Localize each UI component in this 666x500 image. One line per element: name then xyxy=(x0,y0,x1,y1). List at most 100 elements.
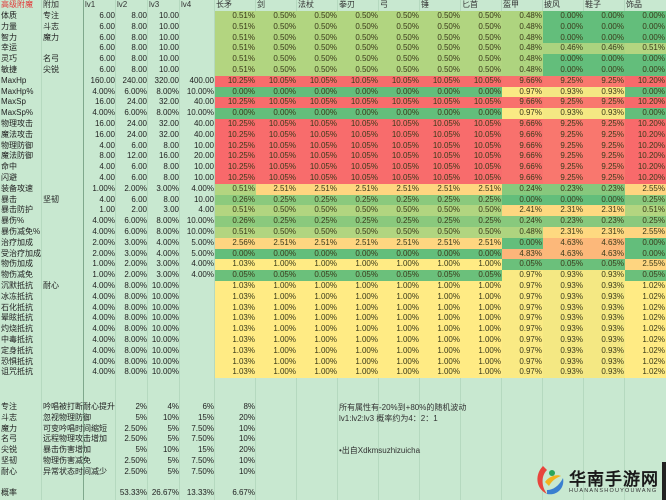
row-attach[interactable] xyxy=(42,303,84,314)
equipment-chance-cell[interactable]: 0.00% xyxy=(625,237,666,249)
equipment-chance-cell[interactable]: 9.25% xyxy=(584,119,625,130)
equipment-chance-cell[interactable]: 1.02% xyxy=(625,281,666,292)
row-level-value[interactable]: 8.00% xyxy=(156,86,179,96)
row-level-value[interactable]: 8.00% xyxy=(124,367,147,377)
equipment-chance-cell[interactable]: 10.05% xyxy=(338,75,379,87)
row-level-value[interactable]: 6.00% xyxy=(124,216,147,226)
header-equipment[interactable]: 锤 xyxy=(421,0,429,9)
row-level-value[interactable]: 10.00 xyxy=(158,11,179,20)
equipment-chance-cell[interactable]: 0.00% xyxy=(420,248,461,260)
equipment-chance-cell[interactable]: 10.05% xyxy=(379,75,420,87)
equipment-chance-cell[interactable]: 0.48% xyxy=(502,43,543,55)
row-attach[interactable] xyxy=(42,141,84,152)
row-level-value[interactable]: 4.00% xyxy=(191,270,214,280)
row-level-value[interactable]: 6.00 xyxy=(131,140,147,150)
equipment-chance-cell[interactable]: 0.97% xyxy=(502,335,543,346)
equipment-chance-cell[interactable]: 0.23% xyxy=(543,216,584,227)
equipment-chance-cell[interactable]: 1.00% xyxy=(297,356,338,368)
equipment-chance-cell[interactable]: 10.05% xyxy=(379,140,420,152)
equipment-chance-cell[interactable]: 0.00% xyxy=(543,32,584,44)
equipment-chance-cell[interactable]: 0.00% xyxy=(543,54,584,65)
row-stat-name[interactable]: 魔法攻击 xyxy=(1,129,33,139)
equipment-chance-cell[interactable]: 9.66% xyxy=(502,75,543,87)
equipment-chance-cell[interactable]: 0.50% xyxy=(297,205,338,217)
equipment-chance-cell[interactable]: 0.50% xyxy=(297,65,338,76)
equipment-chance-cell[interactable]: 0.00% xyxy=(215,86,256,98)
equipment-chance-cell[interactable]: 1.00% xyxy=(297,291,338,303)
equipment-chance-cell[interactable]: 0.23% xyxy=(543,183,584,195)
equipment-chance-cell[interactable]: 0.00% xyxy=(543,21,584,33)
row-level-value[interactable]: 40.00 xyxy=(193,129,214,139)
row-level-value[interactable]: 4.00% xyxy=(92,367,115,377)
header-equipment[interactable]: 匕首 xyxy=(462,0,478,9)
row-level-value[interactable]: 10.00 xyxy=(193,173,214,182)
equipment-chance-cell[interactable]: 0.50% xyxy=(338,32,379,44)
equipment-chance-cell[interactable]: 1.00% xyxy=(379,367,420,379)
row-level-value[interactable]: 4.00 xyxy=(198,205,214,215)
equipment-chance-cell[interactable]: 10.25% xyxy=(215,173,256,184)
equipment-chance-cell[interactable]: 9.25% xyxy=(584,173,625,184)
row-stat-name[interactable]: 治疗加成 xyxy=(1,237,33,247)
equipment-chance-cell[interactable]: 0.25% xyxy=(297,194,338,206)
equipment-chance-cell[interactable]: 0.00% xyxy=(215,248,256,260)
equipment-chance-cell[interactable]: 9.66% xyxy=(502,97,543,109)
equipment-chance-cell[interactable]: 10.05% xyxy=(297,173,338,184)
equipment-chance-cell[interactable]: 1.00% xyxy=(297,324,338,335)
equipment-chance-cell[interactable]: 0.00% xyxy=(379,86,420,98)
equipment-chance-cell[interactable]: 4.83% xyxy=(502,248,543,260)
row-level-value[interactable]: 1.00% xyxy=(92,259,115,269)
equipment-chance-cell[interactable]: 10.25% xyxy=(215,140,256,152)
row-level-value[interactable]: 4.00% xyxy=(92,313,115,323)
row-stat-name[interactable]: 石化抵抗 xyxy=(1,302,33,312)
row-level-value[interactable]: 4.00% xyxy=(92,281,115,290)
row-level-value[interactable]: 8.00 xyxy=(99,151,115,161)
equipment-chance-cell[interactable]: 0.93% xyxy=(543,281,584,292)
equipment-chance-cell[interactable]: 2.55% xyxy=(625,259,666,271)
row-level-value[interactable]: 10.00 xyxy=(193,140,214,150)
equipment-chance-cell[interactable]: 10.05% xyxy=(461,151,502,163)
equipment-chance-cell[interactable]: 0.50% xyxy=(420,21,461,33)
equipment-chance-cell[interactable]: 9.66% xyxy=(502,162,543,173)
equipment-chance-cell[interactable]: 1.03% xyxy=(215,281,256,292)
header-level[interactable]: lv2 xyxy=(117,0,128,9)
equipment-chance-cell[interactable]: 0.50% xyxy=(338,11,379,22)
equipment-chance-cell[interactable]: 0.50% xyxy=(297,227,338,238)
equipment-chance-cell[interactable]: 1.00% xyxy=(338,313,379,325)
bonus-name[interactable]: 名弓 xyxy=(1,434,17,444)
equipment-chance-cell[interactable]: 1.00% xyxy=(379,291,420,303)
equipment-chance-cell[interactable]: 0.00% xyxy=(543,11,584,22)
equipment-chance-cell[interactable]: 1.00% xyxy=(297,335,338,346)
bonus-value[interactable]: 4% xyxy=(167,402,179,411)
equipment-chance-cell[interactable]: 9.66% xyxy=(502,129,543,141)
row-level-value[interactable] xyxy=(180,11,215,22)
row-level-value[interactable]: 8.00% xyxy=(124,302,147,312)
bonus-desc[interactable]: 可变吟唱时间缩短 xyxy=(43,423,107,433)
row-attach[interactable] xyxy=(42,357,84,368)
row-level-value[interactable] xyxy=(180,357,215,368)
equipment-chance-cell[interactable]: 1.00% xyxy=(338,367,379,379)
row-level-value[interactable]: 6.00 xyxy=(99,11,115,20)
equipment-chance-cell[interactable]: 9.25% xyxy=(543,140,584,152)
equipment-chance-cell[interactable]: 1.03% xyxy=(215,302,256,314)
equipment-chance-cell[interactable]: 0.05% xyxy=(502,259,543,271)
row-attach[interactable]: 斗志 xyxy=(43,21,59,31)
row-level-value[interactable]: 40.00 xyxy=(193,97,214,107)
equipment-chance-cell[interactable]: 1.00% xyxy=(420,259,461,271)
equipment-chance-cell[interactable]: 9.25% xyxy=(584,97,625,109)
row-stat-name[interactable]: 智力 xyxy=(1,32,17,42)
equipment-chance-cell[interactable]: 4.63% xyxy=(584,248,625,260)
equipment-chance-cell[interactable]: 1.00% xyxy=(461,345,502,357)
row-level-value[interactable]: 6.00 xyxy=(131,162,147,172)
equipment-chance-cell[interactable]: 0.25% xyxy=(625,194,666,206)
equipment-chance-cell[interactable]: 0.24% xyxy=(502,216,543,227)
equipment-chance-cell[interactable]: 10.05% xyxy=(461,97,502,109)
equipment-chance-cell[interactable]: 1.02% xyxy=(625,367,666,379)
row-level-value[interactable] xyxy=(180,346,215,357)
row-level-value[interactable]: 6.00 xyxy=(99,65,115,74)
equipment-chance-cell[interactable]: 0.50% xyxy=(297,32,338,44)
equipment-chance-cell[interactable]: 9.25% xyxy=(584,162,625,173)
row-stat-name[interactable]: MaxHp xyxy=(1,75,27,85)
equipment-chance-cell[interactable]: 10.05% xyxy=(338,97,379,109)
row-level-value[interactable]: 10.00 xyxy=(158,43,179,53)
row-stat-name[interactable]: 暴击防护 xyxy=(1,205,33,215)
